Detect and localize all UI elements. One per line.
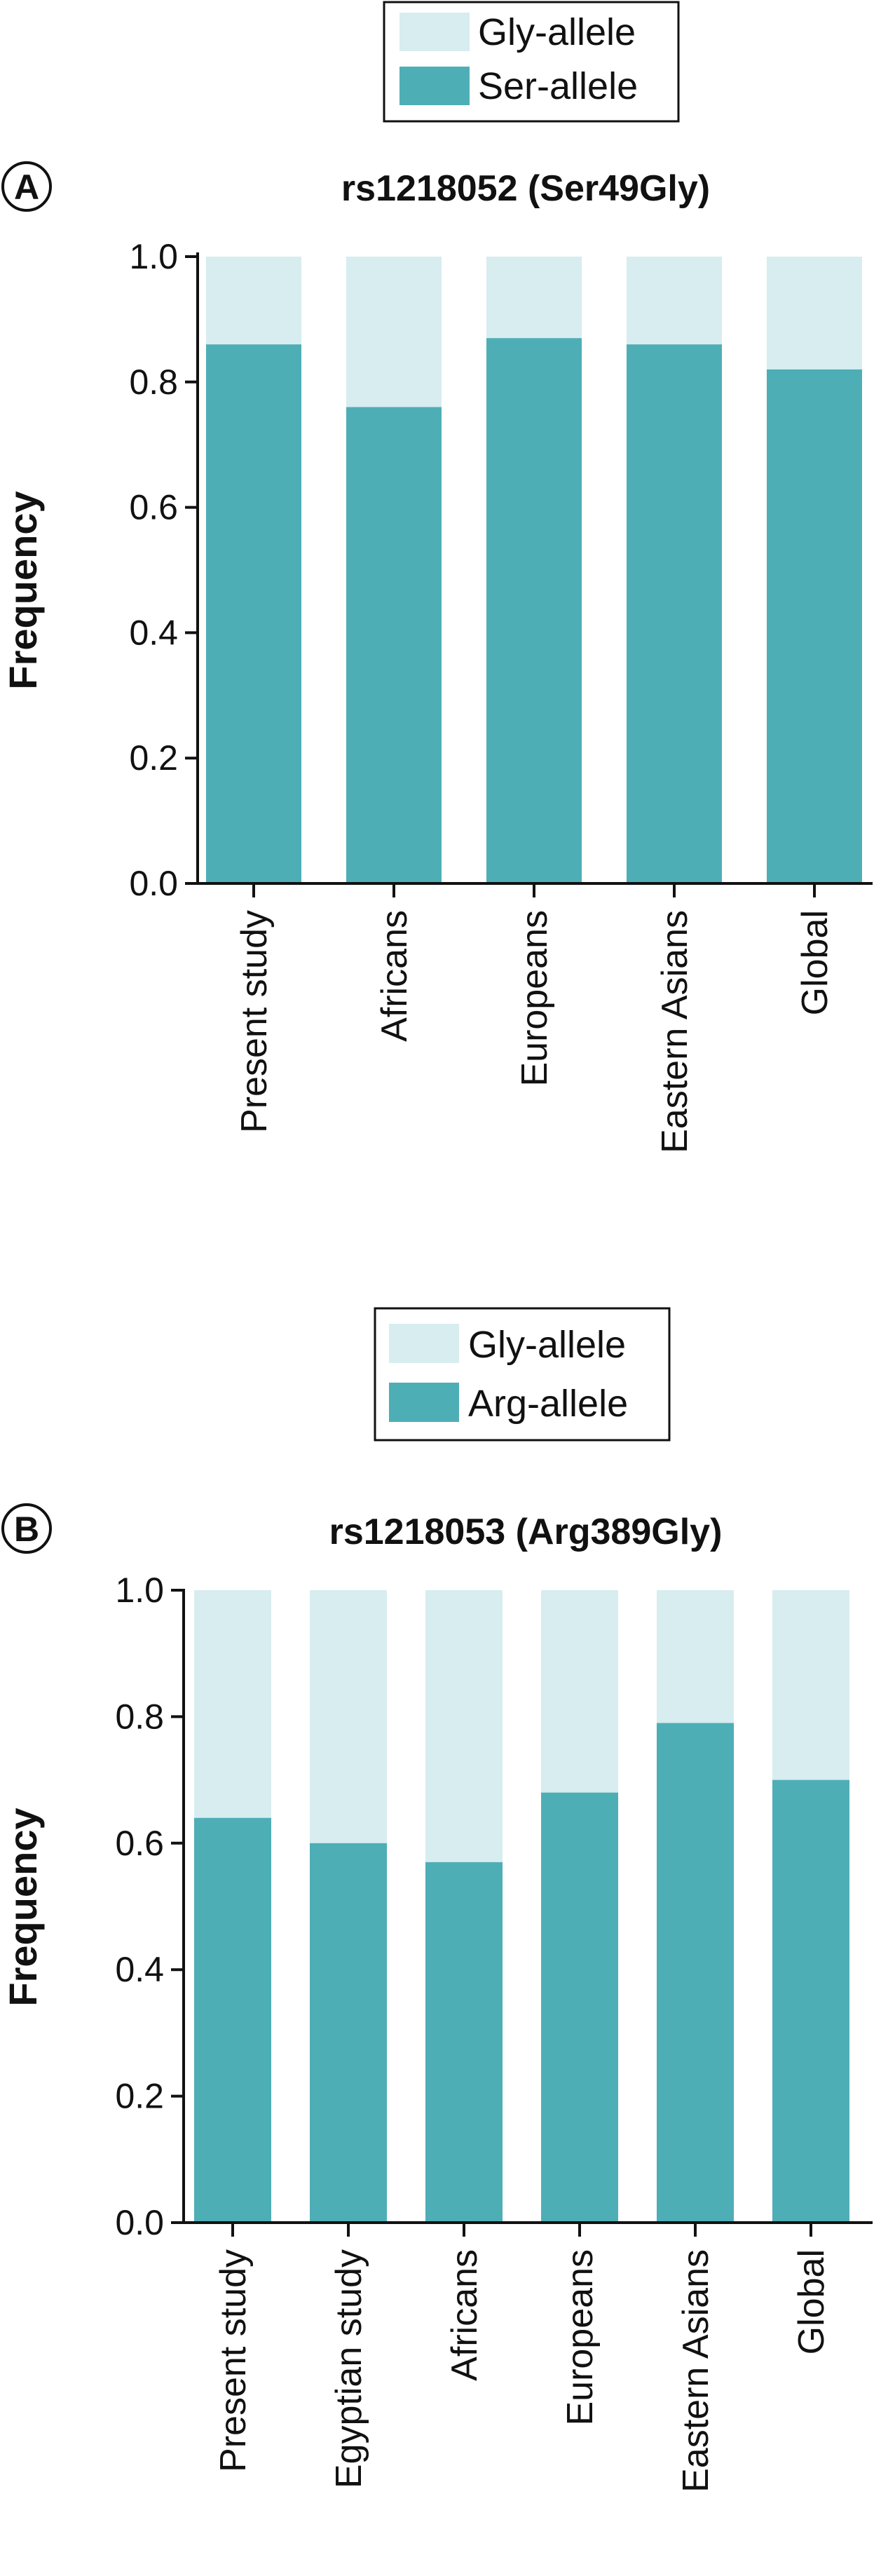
panel-a-badge xyxy=(1,161,52,212)
legend-b-swatch-major xyxy=(389,1383,459,1422)
bar-arg-allele xyxy=(657,1723,734,2223)
legend-b-swatch-gly xyxy=(389,1324,459,1363)
y-tick-label: 0.6 xyxy=(129,488,178,527)
y-tick-label: 0.8 xyxy=(115,1697,164,1736)
y-tick-label: 0.4 xyxy=(129,613,178,652)
bar-gly-allele xyxy=(486,257,582,339)
legend-a: Gly-allele Ser-allele xyxy=(383,1,680,123)
bar-gly-allele xyxy=(657,1590,734,1723)
bar-gly-allele xyxy=(346,257,442,407)
bar-gly-allele xyxy=(772,1590,849,1780)
y-tick-label: 0.0 xyxy=(129,864,178,903)
legend-b-label-gly: Gly-allele xyxy=(468,1324,626,1366)
bar-arg-allele xyxy=(310,1843,387,2223)
y-tick-label: 0.2 xyxy=(115,2077,164,2116)
y-tick-label: 0.0 xyxy=(115,2203,164,2242)
bar-ser-allele xyxy=(486,338,582,884)
legend-a-swatch-major xyxy=(399,67,470,105)
bar-gly-allele xyxy=(206,257,301,345)
x-tick-label: Africans xyxy=(374,910,415,1042)
legend-b-label-major: Arg-allele xyxy=(468,1383,628,1425)
bar-ser-allele xyxy=(767,369,862,883)
legend-a-label-major: Ser-allele xyxy=(478,65,638,107)
x-tick-label: Eastern Asians xyxy=(655,910,695,1153)
bar-arg-allele xyxy=(541,1792,618,2223)
x-tick-label: Present study xyxy=(234,910,275,1133)
chart-a-y-ticks: 0.0 0.2 0.4 0.6 0.8 1.0 xyxy=(129,237,198,903)
bar-ser-allele xyxy=(346,407,442,883)
x-tick-label: Global xyxy=(791,2249,832,2354)
panel-a-letter: A xyxy=(14,168,39,207)
bar-ser-allele xyxy=(627,344,722,883)
y-tick-label: 1.0 xyxy=(129,237,178,276)
y-tick-label: 0.2 xyxy=(129,738,178,778)
legend-b: Gly-allele Arg-allele xyxy=(374,1307,671,1442)
bar-gly-allele xyxy=(627,257,722,345)
panel-a: Gly-allele Ser-allele A rs1218052 (Ser49… xyxy=(1,1,873,1153)
chart-a-bars xyxy=(206,257,862,884)
chart-a-ylabel: Frequency xyxy=(1,491,45,689)
legend-a-label-gly: Gly-allele xyxy=(478,11,636,53)
x-tick-label: Africans xyxy=(444,2249,485,2381)
panel-b-letter: B xyxy=(14,1510,39,1549)
chart-b-y-ticks: 0.0 0.2 0.4 0.6 0.8 1.0 xyxy=(115,1571,184,2242)
bar-gly-allele xyxy=(767,257,862,370)
panel-b-badge xyxy=(1,1503,52,1554)
bar-gly-allele xyxy=(541,1590,618,1793)
bar-gly-allele xyxy=(310,1590,387,1843)
panel-b: Gly-allele Arg-allele B rs1218053 (Arg38… xyxy=(1,1307,873,2493)
bar-arg-allele xyxy=(194,1817,271,2223)
x-tick-label: Present study xyxy=(213,2249,254,2472)
chart-b-x-ticks: Present study Egyptian study Africans Europ… xyxy=(213,2223,832,2493)
chart-a-x-ticks: Present study Africans Europeans Eastern As… xyxy=(234,883,835,1153)
x-tick-label: Europeans xyxy=(514,910,555,1087)
chart-a-title: rs1218052 (Ser49Gly) xyxy=(341,168,710,209)
bar-gly-allele xyxy=(194,1590,271,1818)
y-tick-label: 0.8 xyxy=(129,362,178,402)
legend-a-swatch-gly xyxy=(399,13,470,51)
y-tick-label: 0.4 xyxy=(115,1950,164,1989)
bar-ser-allele xyxy=(206,344,301,883)
chart-b-ylabel: Frequency xyxy=(1,1808,45,2006)
bar-arg-allele xyxy=(425,1862,503,2223)
bar-gly-allele xyxy=(425,1590,503,1862)
chart-b-title: rs1218053 (Arg389Gly) xyxy=(329,1512,723,1552)
y-tick-label: 1.0 xyxy=(115,1571,164,1610)
y-tick-label: 0.6 xyxy=(115,1824,164,1863)
x-tick-label: Egyptian study xyxy=(329,2249,369,2488)
x-tick-label: Europeans xyxy=(560,2249,601,2426)
bar-arg-allele xyxy=(772,1780,849,2223)
x-tick-label: Eastern Asians xyxy=(676,2249,716,2493)
x-tick-label: Global xyxy=(795,910,835,1015)
chart-b-bars xyxy=(194,1590,849,2223)
